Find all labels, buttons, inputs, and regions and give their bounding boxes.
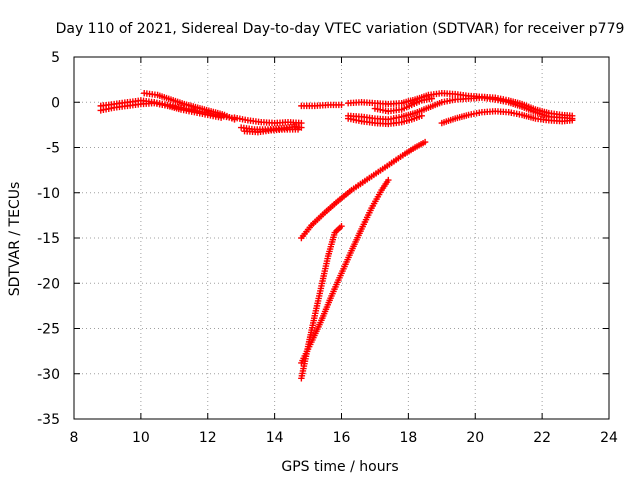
series-arc-13	[298, 138, 429, 242]
axis-ticks	[73, 56, 610, 420]
x-tick-label: 12	[199, 430, 217, 446]
data-point	[298, 124, 305, 131]
data-point	[338, 101, 345, 109]
y-tick-label: -5	[46, 141, 60, 157]
series-arc-2	[97, 99, 225, 121]
data-point	[385, 176, 392, 184]
series-arc-7	[298, 101, 345, 110]
data-point	[338, 223, 345, 230]
x-tick-label: 22	[533, 430, 551, 446]
chart-title: Day 110 of 2021, Sidereal Day-to-day VTE…	[56, 21, 625, 37]
y-axis-label: SDTVAR / TECUs	[7, 182, 23, 297]
series-arc-6	[241, 126, 302, 136]
y-tick-label: -10	[37, 186, 60, 202]
y-tick-label: 5	[51, 50, 60, 66]
y-tick-label: 0	[51, 95, 60, 111]
x-tick-label: 10	[132, 430, 150, 446]
x-tick-label: 14	[266, 430, 284, 446]
data-point	[428, 95, 435, 102]
data-point	[569, 117, 576, 124]
x-tick-label: 18	[399, 430, 417, 446]
series-arc-10	[344, 112, 425, 128]
tick-labels: 8 10 12 14 16 18 20 22 24 -35 -30 -25 -20 -15 -10 -5 0 5	[37, 50, 618, 446]
series-arc-12	[438, 108, 576, 127]
series-layer	[97, 90, 576, 382]
x-tick-label: 8	[70, 430, 79, 446]
series-arc-15	[298, 176, 392, 367]
x-tick-label: 16	[333, 430, 351, 446]
series-arc-9	[344, 94, 576, 123]
x-axis-label: GPS time / hours	[281, 459, 398, 475]
data-point	[217, 114, 225, 121]
series-arc-1	[97, 97, 238, 122]
y-tick-label: -35	[37, 412, 60, 428]
y-tick-label: -25	[37, 322, 60, 338]
x-tick-label: 24	[600, 430, 618, 446]
series-arc-11	[371, 95, 435, 115]
data-point	[421, 138, 429, 146]
y-tick-label: -30	[37, 367, 60, 383]
y-tick-label: -20	[37, 276, 60, 292]
data-point	[294, 126, 302, 133]
data-point	[418, 112, 425, 120]
series-arc-4	[231, 114, 305, 127]
y-tick-label: -15	[37, 231, 60, 247]
x-tick-label: 20	[466, 430, 484, 446]
series-arc-3	[141, 90, 238, 123]
